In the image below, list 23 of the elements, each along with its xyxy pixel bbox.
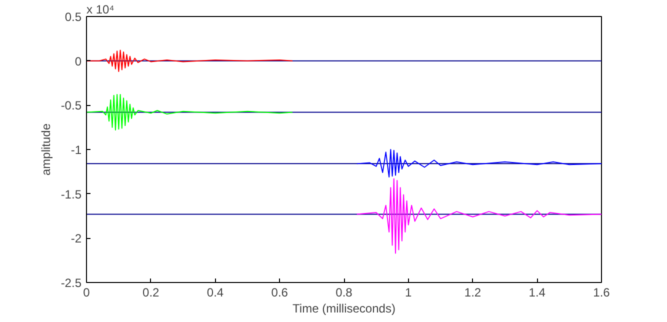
x-tick-label: 0.2 — [142, 286, 160, 300]
x-tick-label: 0 — [83, 286, 90, 300]
y-tick-label: 0.5 — [64, 10, 82, 24]
x-tick-label: 0.6 — [271, 286, 288, 300]
y-tick-label: -0.5 — [60, 98, 82, 113]
x-tick-label: 0.8 — [336, 286, 353, 300]
line-series — [86, 50, 293, 72]
x-tick-label: 1.4 — [528, 286, 546, 300]
line-series — [356, 178, 602, 254]
line-series — [356, 149, 602, 178]
y-tick-label: -2 — [70, 232, 82, 246]
x-tick-label: 1.6 — [593, 286, 610, 300]
text: x 10⁴ — [86, 2, 114, 16]
y-tick-label: -2.5 — [60, 276, 82, 290]
x-tick-label: 1.2 — [464, 286, 482, 300]
line-series — [86, 94, 293, 130]
x-tick-label: 0.4 — [206, 286, 224, 300]
x-axis-title: Time (milliseconds) — [292, 302, 396, 316]
y-tick-label: 0 — [74, 54, 82, 68]
y-tick-label: -1 — [70, 143, 82, 157]
x-tick-label: 1 — [405, 286, 412, 300]
y-axis-title: amplitude — [38, 123, 53, 176]
y-tick-label: -1.5 — [60, 187, 82, 202]
